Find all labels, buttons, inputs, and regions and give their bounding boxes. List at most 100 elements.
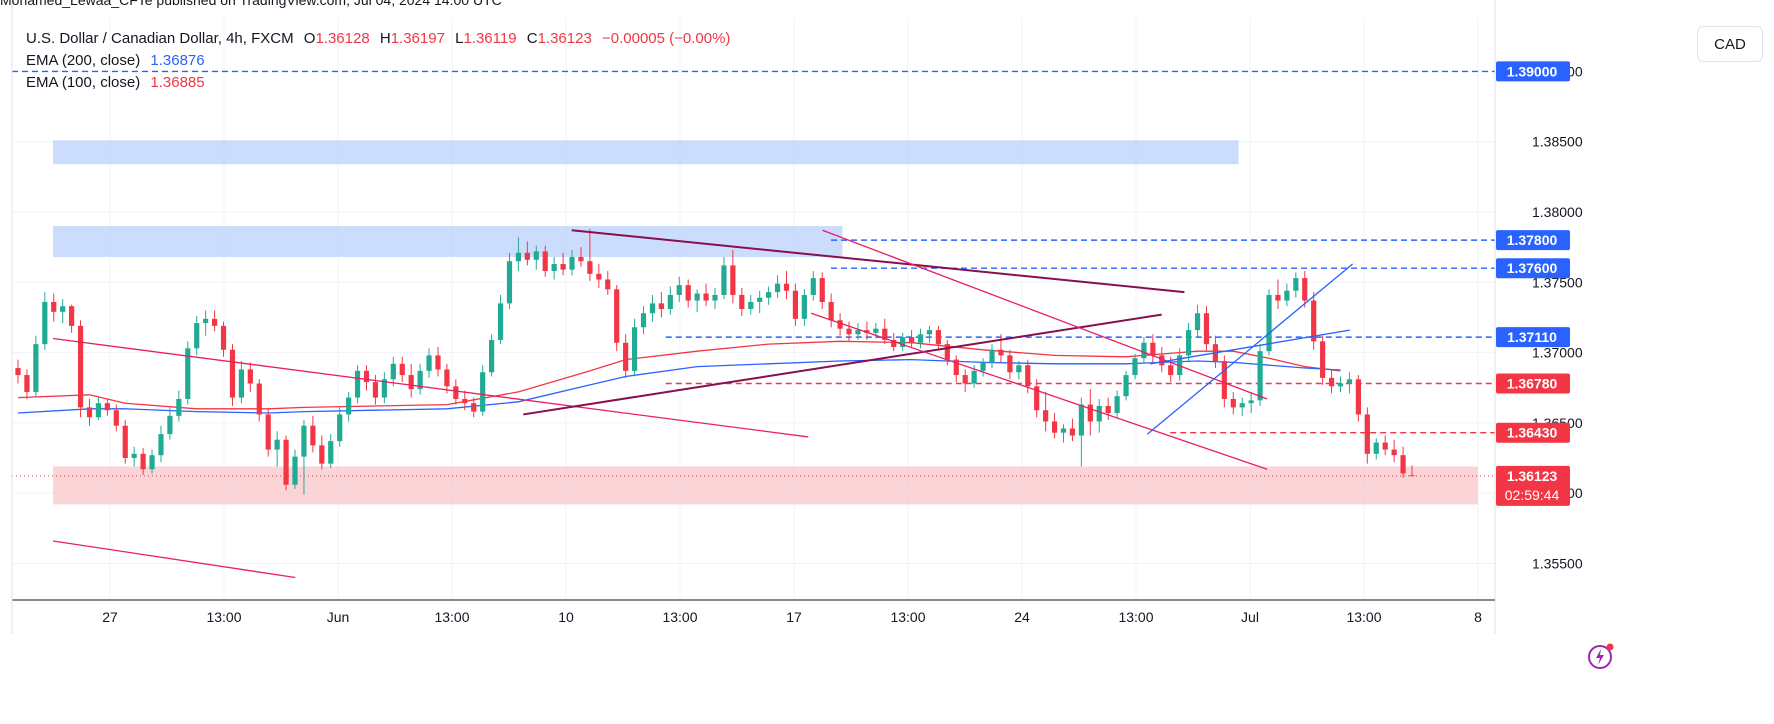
candle-body <box>95 403 102 418</box>
trendline-pink <box>52 540 296 579</box>
candle-body <box>721 265 727 295</box>
candle-body <box>962 375 968 384</box>
candle-body <box>435 355 441 370</box>
candle-body <box>506 261 513 304</box>
candle-body <box>390 363 396 380</box>
countdown-label: 02:59:44 <box>1505 487 1560 503</box>
candle-body <box>42 301 48 345</box>
level-label-1.39000-bg <box>1496 61 1570 82</box>
candle-body <box>1409 475 1415 477</box>
axes <box>11 0 1496 634</box>
candle-body <box>292 456 298 485</box>
candle-body <box>1060 428 1067 433</box>
candle-body <box>819 278 825 302</box>
x-tick-label: 13:00 <box>1346 609 1381 625</box>
candle-body <box>685 285 691 301</box>
candle-body <box>864 330 870 333</box>
candle-body <box>926 330 933 335</box>
candle-body <box>265 414 271 450</box>
candle-body <box>1168 365 1174 376</box>
price-level-labels: 1.39000 1.37800 1.37600 1.37110 1.36780 1.364… <box>1496 61 1570 506</box>
candle-body <box>167 415 173 435</box>
x-axis-ticks: 27 13:00 Jun 13:00 10 13:00 17 13:00 24 13:00 Jul 1… <box>102 609 1482 625</box>
candle-body <box>372 382 379 398</box>
y-tick-label: 1.38000 <box>1532 204 1583 220</box>
candle-body <box>998 349 1004 356</box>
x-tick-label: 13:00 <box>662 609 697 625</box>
chart-grid <box>12 18 1495 600</box>
candle-body <box>1203 313 1210 345</box>
candle-body <box>792 290 799 319</box>
candle-body <box>51 301 57 312</box>
x-tick-label: 13:00 <box>206 609 241 625</box>
x-tick-label: 13:00 <box>1118 609 1153 625</box>
candle-body <box>497 303 504 340</box>
level-label-1.37110: 1.37110 <box>1507 329 1557 345</box>
candle-body <box>140 453 146 470</box>
last-price-bg <box>1496 465 1570 506</box>
candle-body <box>1132 358 1138 376</box>
candle-body <box>185 348 191 399</box>
candle-body <box>596 273 602 280</box>
candle-body <box>605 279 611 290</box>
candle-body <box>524 252 530 260</box>
ema100-legend[interactable]: EMA (100, close) 1.36885 <box>26 74 205 91</box>
candle-body <box>444 369 450 387</box>
candle-body <box>1043 410 1049 422</box>
candle-body <box>229 349 236 398</box>
candle-body <box>667 294 673 309</box>
currency-button[interactable]: CAD <box>1697 26 1763 62</box>
candle-body <box>631 327 638 371</box>
candle-body <box>1186 330 1192 356</box>
ohlc-high: H1.36197 <box>379 30 445 47</box>
level-label-1.37800-bg <box>1496 230 1570 251</box>
candle-body <box>640 313 647 328</box>
y-tick-label: 1.37000 <box>1532 345 1583 361</box>
candle-body <box>1034 386 1040 411</box>
candle-body <box>828 301 834 321</box>
candle-body <box>131 453 137 459</box>
candle-body <box>194 323 200 349</box>
symbol-title: U.S. Dollar / Canadian Dollar, 4h, FXCM <box>26 30 294 47</box>
candle-body <box>614 289 620 343</box>
candle-body <box>1159 355 1165 366</box>
trendline-blue <box>1146 263 1354 435</box>
x-tick-label: 10 <box>558 609 574 625</box>
candle-body <box>587 261 593 274</box>
y-tick-label: 1.38500 <box>1532 134 1583 150</box>
candle-body <box>1051 421 1058 433</box>
candle-body <box>319 445 325 464</box>
candle-body <box>703 293 709 301</box>
candle-body <box>283 439 289 485</box>
ohlc-low: L1.36119 <box>455 30 517 47</box>
lightning-icon[interactable] <box>1587 641 1617 671</box>
candle-body <box>60 306 66 312</box>
x-tick-label: 24 <box>1014 609 1030 625</box>
candle-body <box>1248 400 1254 404</box>
candle-body <box>426 355 432 371</box>
candle-body <box>220 325 227 350</box>
candle-body <box>453 386 459 399</box>
candle-body <box>1114 396 1120 414</box>
candle-body <box>855 330 861 335</box>
candle-body <box>86 407 93 418</box>
candle-body <box>944 344 950 360</box>
candle-body <box>730 265 736 295</box>
candle-body <box>533 251 539 260</box>
trendline-blue <box>1150 329 1350 365</box>
x-tick-label: 27 <box>102 609 118 625</box>
horizontal-levels <box>12 70 1495 477</box>
ema200-legend[interactable]: EMA (200, close) 1.36876 <box>26 52 205 69</box>
candle-body <box>783 283 790 291</box>
candle-body <box>1150 342 1156 356</box>
trendline-maroon <box>523 313 1162 416</box>
candle-body <box>515 252 522 262</box>
candle-body <box>1337 383 1344 387</box>
candle-body <box>1346 379 1353 384</box>
trendline-pink <box>810 312 1268 470</box>
candle-body <box>1230 398 1236 408</box>
last-price-label: 1.36123 <box>1507 468 1558 484</box>
candle-body <box>33 344 39 392</box>
candle-body <box>1391 449 1397 456</box>
